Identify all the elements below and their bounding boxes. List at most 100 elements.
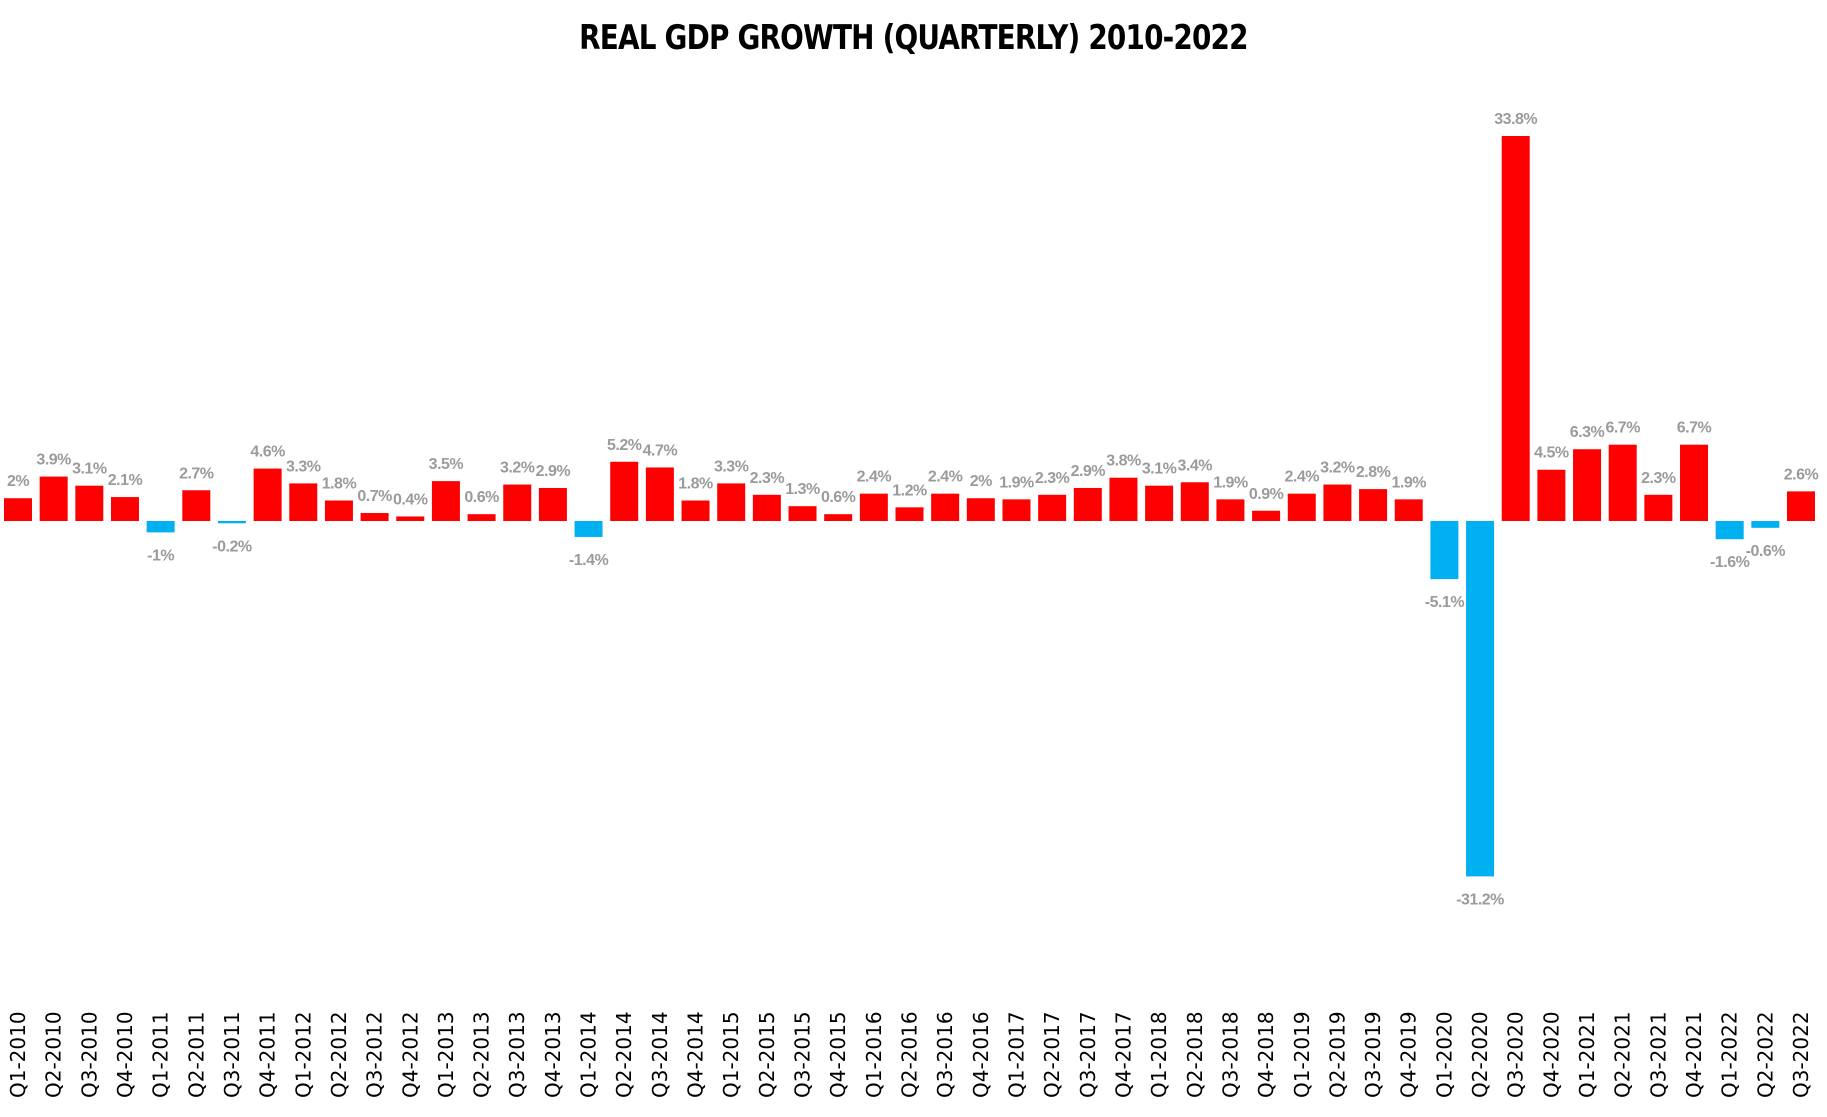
x-tick-label-Q1-2020: Q1-2020 xyxy=(1432,1011,1456,1098)
x-tick-label-Q2-2014: Q2-2014 xyxy=(612,1011,636,1098)
bar-Q1-2021 xyxy=(1573,449,1602,521)
bar-Q2-2013 xyxy=(467,514,496,521)
x-tick-label-Q4-2011: Q4-2011 xyxy=(256,1011,280,1098)
bar-Q1-2017 xyxy=(1002,499,1031,521)
bar-Q2-2019 xyxy=(1323,484,1352,521)
x-tick-label-Q2-2015: Q2-2015 xyxy=(755,1011,779,1098)
bar-Q1-2016 xyxy=(859,493,888,521)
data-label-Q3-2012: 0.7% xyxy=(357,488,392,505)
bar-Q2-2016 xyxy=(895,507,924,521)
x-tick-label-Q2-2016: Q2-2016 xyxy=(898,1011,922,1098)
x-tick-label-Q3-2018: Q3-2018 xyxy=(1218,1011,1242,1098)
data-label-Q4-2012: 0.4% xyxy=(393,491,428,508)
data-label-Q1-2016: 2.4% xyxy=(857,469,892,486)
bar-Q4-2019 xyxy=(1394,499,1423,521)
bar-Q2-2018 xyxy=(1180,482,1209,521)
x-tick-label-Q3-2013: Q3-2013 xyxy=(505,1011,529,1098)
data-label-Q4-2011: 4.6% xyxy=(250,444,285,461)
bar-Q4-2018 xyxy=(1252,510,1281,521)
data-label-Q4-2018: 0.9% xyxy=(1249,486,1284,503)
data-label-Q1-2021: 6.3% xyxy=(1570,424,1605,441)
data-label-Q3-2020: 33.8% xyxy=(1494,111,1537,128)
data-label-Q3-2018: 1.9% xyxy=(1213,474,1248,491)
bar-Q4-2020 xyxy=(1537,469,1566,521)
x-tick-label-Q3-2010: Q3-2010 xyxy=(77,1011,101,1098)
x-tick-label-Q4-2012: Q4-2012 xyxy=(398,1011,422,1098)
x-tick-label-Q3-2020: Q3-2020 xyxy=(1504,1011,1528,1098)
bar-Q1-2011 xyxy=(146,521,175,533)
bar-Q3-2020 xyxy=(1501,136,1530,521)
data-label-Q2-2019: 3.2% xyxy=(1320,460,1355,477)
x-tick-label-Q4-2020: Q4-2020 xyxy=(1539,1011,1563,1098)
data-label-Q3-2011: -0.2% xyxy=(212,538,252,555)
data-label-Q4-2016: 2% xyxy=(970,473,992,490)
bar-Q3-2022 xyxy=(1787,491,1815,521)
data-label-Q2-2020: -31.2% xyxy=(1456,891,1504,908)
bar-Q3-2021 xyxy=(1644,494,1673,521)
bar-Q4-2016 xyxy=(966,498,995,521)
data-label-Q1-2022: -1.6% xyxy=(1710,554,1750,571)
data-labels-layer: 2%3.9%3.1%2.1%-1%2.7%-0.2%4.6%3.3%1.8%0.… xyxy=(7,111,1819,908)
data-label-Q2-2011: 2.7% xyxy=(179,465,214,482)
bar-Q2-2017 xyxy=(1038,494,1067,521)
data-label-Q1-2011: -1% xyxy=(147,547,174,564)
bar-Q4-2013 xyxy=(538,487,567,521)
bar-Q3-2018 xyxy=(1216,499,1245,521)
bars-layer xyxy=(4,136,1815,877)
bar-Q2-2010 xyxy=(39,476,68,521)
x-tick-label-Q2-2022: Q2-2022 xyxy=(1753,1011,1777,1098)
data-label-Q2-2013: 0.6% xyxy=(464,489,499,506)
data-label-Q4-2015: 0.6% xyxy=(821,489,856,506)
bar-Q3-2014 xyxy=(645,467,674,521)
data-label-Q1-2019: 2.4% xyxy=(1285,469,1320,486)
x-tick-label-Q1-2010: Q1-2010 xyxy=(6,1011,30,1098)
chart-title: REAL GDP GROWTH (QUARTERLY) 2010-2022 xyxy=(579,18,1248,58)
x-tick-label-Q3-2016: Q3-2016 xyxy=(933,1011,957,1098)
x-tick-label-Q2-2021: Q2-2021 xyxy=(1611,1011,1635,1098)
x-tick-label-Q4-2015: Q4-2015 xyxy=(826,1011,850,1098)
data-label-Q1-2020: -5.1% xyxy=(1425,594,1465,611)
x-tick-label-Q1-2015: Q1-2015 xyxy=(719,1011,743,1098)
x-tick-label-Q4-2013: Q4-2013 xyxy=(541,1011,565,1098)
data-label-Q2-2015: 2.3% xyxy=(750,470,785,487)
x-tick-label-Q1-2014: Q1-2014 xyxy=(577,1011,601,1098)
bar-Q2-2020 xyxy=(1466,521,1495,877)
bar-Q2-2021 xyxy=(1608,444,1637,521)
data-label-Q3-2017: 2.9% xyxy=(1071,463,1106,480)
x-tick-label-Q1-2016: Q1-2016 xyxy=(862,1011,886,1098)
data-label-Q4-2013: 2.9% xyxy=(536,463,571,480)
x-tick-label-Q3-2017: Q3-2017 xyxy=(1076,1011,1100,1098)
x-tick-label-Q4-2021: Q4-2021 xyxy=(1682,1011,1706,1098)
bar-Q3-2019 xyxy=(1359,489,1388,521)
x-tick-label-Q2-2011: Q2-2011 xyxy=(184,1011,208,1098)
data-label-Q3-2019: 2.8% xyxy=(1356,464,1391,481)
bar-Q1-2012 xyxy=(289,483,318,521)
x-tick-label-Q3-2015: Q3-2015 xyxy=(791,1011,815,1098)
data-label-Q4-2014: 1.8% xyxy=(678,476,713,493)
data-label-Q3-2022: 2.6% xyxy=(1784,466,1819,483)
data-label-Q2-2010: 3.9% xyxy=(36,452,71,469)
x-tick-label-Q1-2019: Q1-2019 xyxy=(1290,1011,1314,1098)
x-tick-label-Q4-2018: Q4-2018 xyxy=(1254,1011,1278,1098)
bar-Q3-2017 xyxy=(1073,487,1102,521)
data-label-Q4-2010: 2.1% xyxy=(108,472,143,489)
bar-Q3-2010 xyxy=(75,485,104,521)
bar-Q1-2019 xyxy=(1287,493,1316,521)
data-label-Q2-2016: 1.2% xyxy=(892,482,927,499)
x-tick-label-Q4-2010: Q4-2010 xyxy=(113,1011,137,1098)
bar-Q3-2013 xyxy=(503,484,532,521)
x-tick-label-Q2-2013: Q2-2013 xyxy=(470,1011,494,1098)
data-label-Q2-2014: 5.2% xyxy=(607,437,642,454)
data-label-Q4-2017: 3.8% xyxy=(1106,453,1141,470)
x-tick-label-Q3-2022: Q3-2022 xyxy=(1789,1011,1813,1098)
data-label-Q3-2010: 3.1% xyxy=(72,461,107,478)
bar-Q3-2015 xyxy=(788,506,817,521)
data-label-Q1-2018: 3.1% xyxy=(1142,461,1177,478)
bar-Q1-2018 xyxy=(1145,485,1174,521)
bar-Q2-2012 xyxy=(324,500,353,521)
x-tick-label-Q3-2019: Q3-2019 xyxy=(1361,1011,1385,1098)
x-tick-label-Q3-2011: Q3-2011 xyxy=(220,1011,244,1098)
data-label-Q1-2015: 3.3% xyxy=(714,458,749,475)
data-label-Q2-2021: 6.7% xyxy=(1605,420,1640,437)
